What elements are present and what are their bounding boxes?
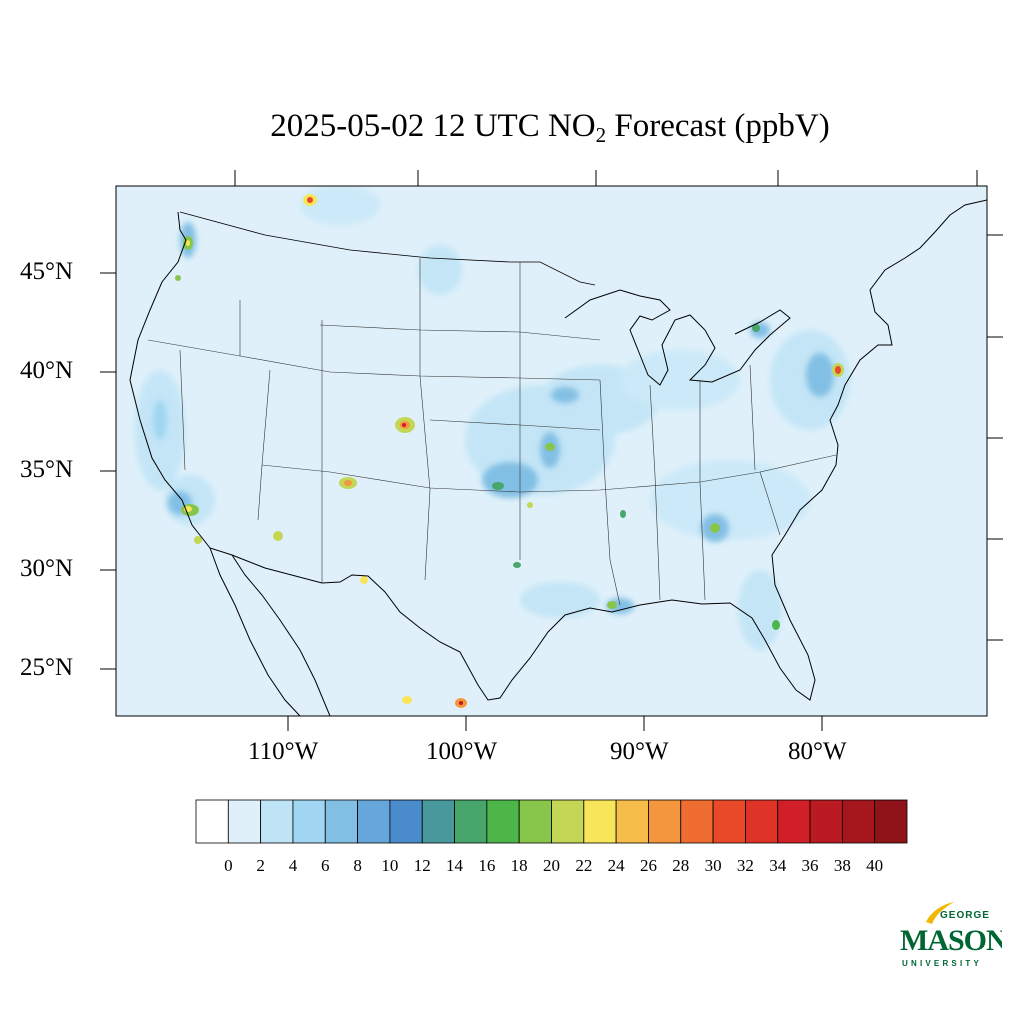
title-suffix: Forecast (ppbV) [606, 108, 830, 144]
logo-george: GEORGE [940, 910, 990, 921]
colorbar-swatch [745, 799, 779, 844]
colorbar-tick-label: 34 [769, 856, 787, 875]
lat-label-45n: 45°N [20, 258, 74, 285]
colorbar-swatch [809, 799, 843, 844]
colorbar-tick-label: 18 [510, 856, 528, 875]
canada-border [179, 211, 596, 286]
colorbar-tick-label: 10 [381, 856, 399, 875]
colorbar-swatch [712, 799, 746, 844]
colorbar-tick-label: 16 [478, 856, 496, 875]
colorbar-tick-label: 12 [413, 856, 431, 875]
colorbar-swatch [551, 799, 585, 844]
colorbar-swatch [486, 799, 520, 844]
map-frame [115, 185, 988, 717]
lon-label-80w: 80°W [788, 738, 847, 765]
top-ticks [234, 170, 978, 186]
lat-label-40n: 40°N [20, 357, 74, 384]
colorbar-swatch [518, 799, 552, 844]
colorbar-swatch [292, 799, 326, 844]
colorbar-tick-label: 26 [639, 856, 657, 875]
george-mason-logo: GEORGE MASON UNIVERSITY [900, 902, 1002, 968]
no2-hotspots [175, 194, 844, 708]
colorbar-swatch [421, 799, 455, 844]
bottom-ticks [287, 716, 823, 731]
colorbar-swatch [195, 799, 229, 844]
colorbar-swatch [841, 799, 876, 844]
state-boundaries [147, 258, 837, 606]
colorbar-tick-label: 4 [288, 856, 298, 875]
lat-label-30n: 30°N [20, 555, 74, 582]
left-ticks [100, 272, 116, 670]
lon-label-100w: 100°W [426, 738, 498, 765]
title-prefix: 2025-05-02 12 UTC NO [270, 108, 596, 144]
colorbar-swatch [680, 799, 714, 844]
colorbar-tick-label: 22 [575, 856, 593, 875]
colorbar-tick-label: 30 [704, 856, 722, 875]
lon-label-110w: 110°W [248, 738, 319, 765]
right-ticks [987, 234, 1003, 641]
colorbar-tick-label: 0 [224, 856, 233, 875]
country-outline [129, 199, 987, 701]
colorbar-swatch [615, 799, 649, 844]
title-subscript: 2 [595, 123, 607, 147]
logo-swoosh-icon [926, 902, 954, 924]
colorbar-swatch [324, 799, 358, 844]
colorbar-swatch [583, 799, 617, 844]
colorbar-tick-label: 38 [833, 856, 851, 875]
colorbar-swatch [227, 799, 262, 844]
colorbar-tick-label: 36 [801, 856, 819, 875]
colorbar-swatch [648, 799, 682, 844]
colorbar [195, 799, 908, 844]
colorbar-swatch [260, 799, 294, 844]
colorbar-tick-label: 8 [353, 856, 362, 875]
logo-mason: MASON [900, 924, 1002, 957]
lat-label-35n: 35°N [20, 456, 74, 483]
colorbar-swatch [389, 799, 423, 844]
lat-label-25n: 25°N [20, 654, 74, 681]
colorbar-tick-label: 6 [321, 856, 330, 875]
colorbar-tick-label: 20 [543, 856, 560, 875]
colorbar-tick-label: 2 [256, 856, 265, 875]
logo-university: UNIVERSITY [902, 959, 982, 968]
colorbar-swatch [874, 799, 908, 844]
mexico-coast [209, 547, 331, 716]
lon-label-90w: 90°W [610, 738, 669, 765]
colorbar-tick-label: 24 [607, 856, 625, 875]
colorbar-tick-label: 32 [736, 856, 754, 875]
great-lakes [564, 289, 791, 386]
colorbar-tick-label: 14 [446, 856, 464, 875]
concentration-field [135, 186, 850, 650]
colorbar-tick-label: 28 [672, 856, 690, 875]
colorbar-swatch [357, 799, 391, 844]
colorbar-swatch [454, 799, 488, 844]
map-title: 2025-05-02 12 UTC NO2 Forecast (ppbV) [0, 108, 1024, 148]
colorbar-tick-label: 40 [866, 856, 884, 875]
colorbar-swatch [777, 799, 811, 844]
